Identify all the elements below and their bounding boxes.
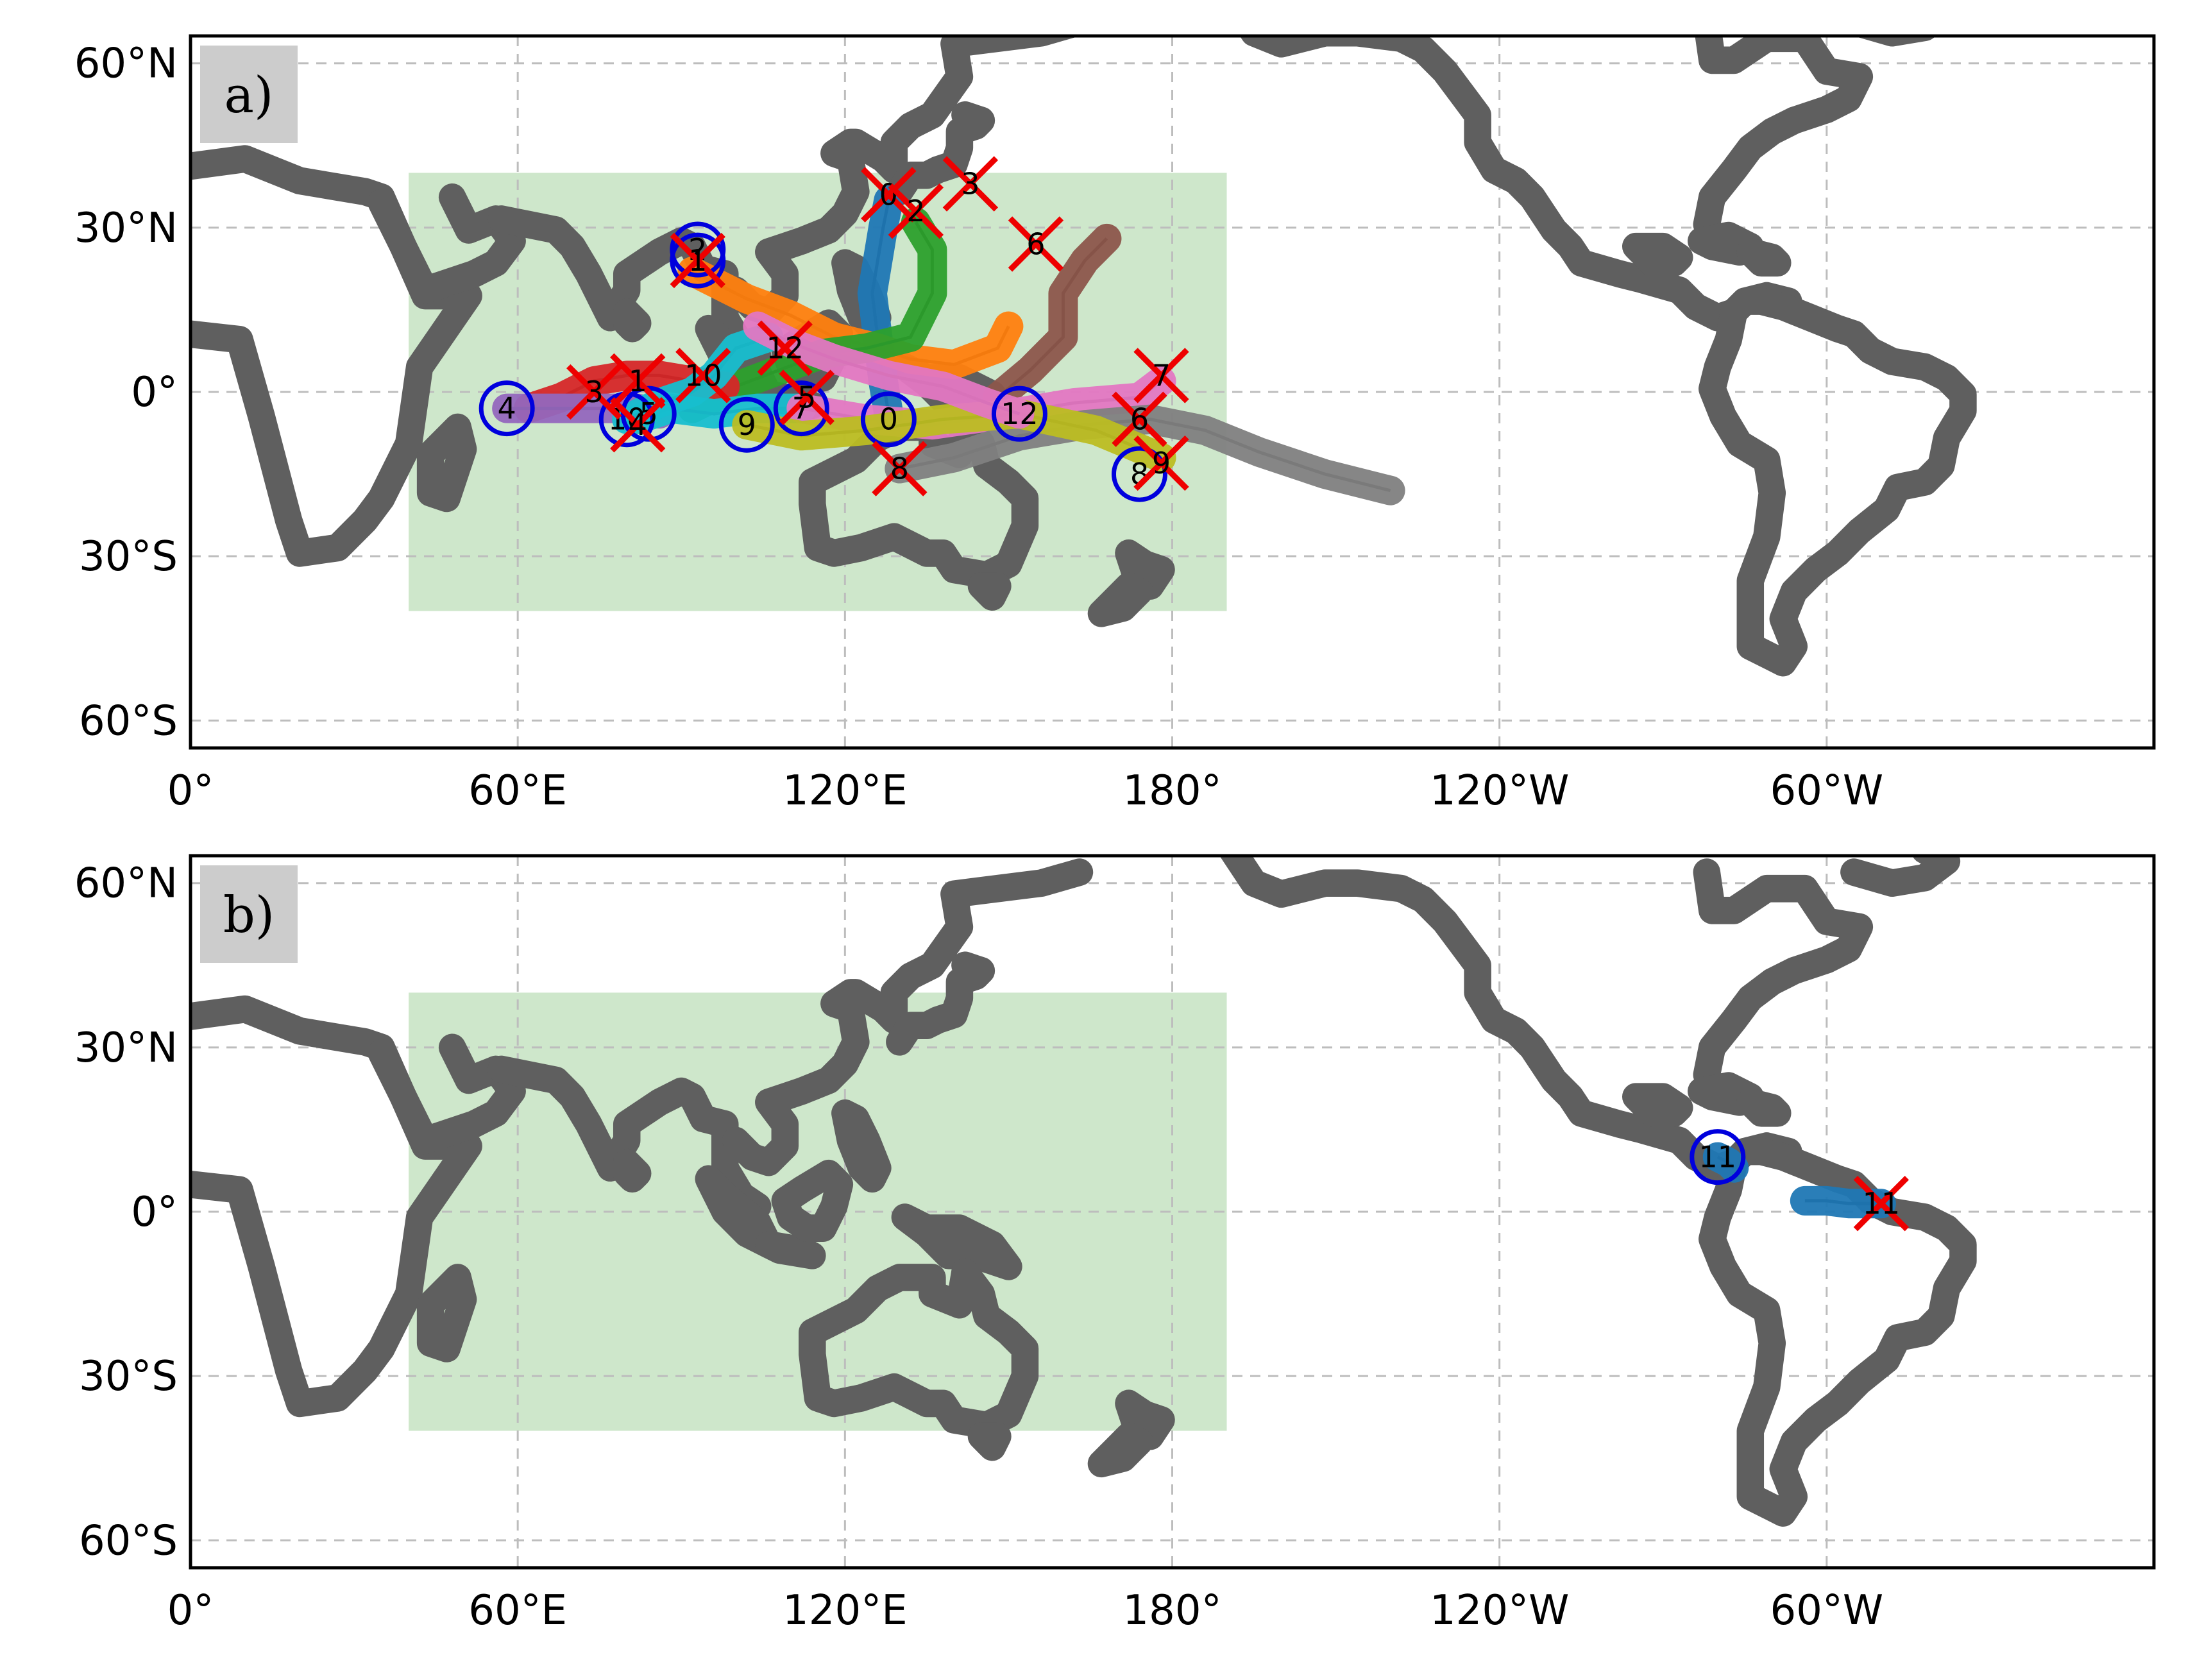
- x-tick-label: 120°E: [783, 767, 908, 815]
- panel-label: a): [225, 67, 274, 124]
- end-cross: [1853, 1176, 1910, 1232]
- x-tick-label: 0°: [167, 1587, 214, 1634]
- x-tick-label: 60°E: [468, 1587, 567, 1634]
- end-label: 6: [1026, 226, 1045, 261]
- x-tick-label: 60°W: [1770, 1587, 1883, 1634]
- start-label: 11: [1699, 1140, 1737, 1175]
- tracks: [1702, 1142, 1896, 1219]
- panel-label: b): [223, 887, 275, 944]
- end-cross: [1133, 348, 1189, 403]
- y-tick-label: 60°S: [79, 1517, 178, 1565]
- end-cross: [779, 369, 835, 425]
- x-tick-label: 0°: [167, 767, 214, 815]
- end-label: 4: [629, 407, 647, 442]
- panel-label-box: [200, 865, 298, 963]
- end-cross: [610, 397, 666, 453]
- y-tick-label: 0°: [131, 369, 178, 416]
- end-cross: [610, 353, 666, 409]
- start-circle: [479, 380, 535, 437]
- x-tick-label: 120°E: [783, 1587, 908, 1634]
- axes-frame: [189, 854, 2156, 1570]
- start-circle: [1690, 1129, 1746, 1185]
- x-tick-label: 60°E: [468, 767, 567, 815]
- end-cross: [861, 167, 917, 223]
- end-label: 3: [961, 167, 979, 201]
- end-label: 10: [684, 358, 722, 393]
- end-label: 6: [1130, 402, 1149, 437]
- end-cross: [757, 320, 813, 376]
- end-cross: [942, 156, 999, 212]
- end-cross: [888, 183, 944, 239]
- markers: 11 11: [1690, 1129, 1910, 1232]
- x-tick-label: 120°W: [1430, 767, 1569, 815]
- end-cross: [1112, 391, 1167, 447]
- gridlines: [191, 856, 2154, 1568]
- start-label: 9: [738, 407, 756, 442]
- end-label: 0: [879, 178, 898, 212]
- end-label: 11: [1863, 1186, 1901, 1221]
- track-11: [1790, 1185, 1896, 1219]
- end-label: 8: [890, 452, 909, 486]
- track-2: [677, 207, 947, 423]
- y-tick-labels: 60°N 30°N 0° 30°S 60°S: [74, 860, 178, 1565]
- y-tick-label: 60°S: [79, 697, 178, 745]
- end-label: 9: [1152, 446, 1171, 480]
- start-circle: [773, 380, 829, 437]
- start-circle: [718, 396, 775, 453]
- start-circle: [860, 391, 917, 448]
- start-label: 0: [879, 402, 898, 437]
- y-tick-label: 0°: [131, 1189, 178, 1236]
- axes-frame: [189, 34, 2156, 750]
- panel-b-map: 11 11 b) 0° 60°E 120°E 180° 120°W 60°W 60°N 30°…: [74, 854, 2156, 1634]
- end-label: 2: [906, 194, 925, 228]
- x-tick-label: 180°: [1123, 1587, 1221, 1634]
- track-8: [885, 404, 1405, 505]
- end-cross: [1008, 216, 1064, 272]
- x-tick-labels: 0° 60°E 120°E 180° 120°W 60°W: [167, 767, 1884, 815]
- x-tick-label: 60°W: [1770, 767, 1883, 815]
- track-6: [983, 223, 1122, 412]
- end-label: 12: [767, 331, 804, 366]
- end-cross: [1133, 435, 1189, 491]
- y-tick-label: 30°N: [74, 205, 178, 252]
- end-cross: [675, 348, 731, 403]
- y-tick-label: 30°S: [79, 533, 178, 581]
- y-tick-labels: 60°N 30°N 0° 30°S 60°S: [74, 40, 178, 745]
- y-tick-label: 60°N: [74, 860, 178, 908]
- end-cross: [670, 232, 725, 289]
- start-circle: [670, 232, 726, 289]
- start-label: 4: [498, 391, 516, 426]
- y-tick-label: 60°N: [74, 40, 178, 88]
- end-cross: [872, 441, 928, 496]
- track-11: [1702, 1142, 1749, 1183]
- end-label: 7: [1152, 358, 1171, 393]
- y-tick-label: 30°S: [79, 1353, 178, 1400]
- x-tick-labels: 0° 60°E 120°E 180° 120°W 60°W: [167, 1587, 1884, 1634]
- x-tick-label: 180°: [1123, 767, 1221, 815]
- y-tick-label: 30°N: [74, 1024, 178, 1072]
- end-cross: [566, 364, 622, 420]
- start-circle: [1111, 446, 1167, 502]
- x-tick-label: 120°W: [1430, 1587, 1569, 1634]
- end-label: 1: [688, 243, 707, 278]
- start-circle: [991, 386, 1047, 442]
- panel-label-box: [200, 46, 298, 143]
- end-label: 3: [585, 375, 604, 409]
- end-label: 1: [629, 364, 647, 398]
- start-label: 12: [1001, 396, 1038, 431]
- end-label: 5: [797, 380, 816, 415]
